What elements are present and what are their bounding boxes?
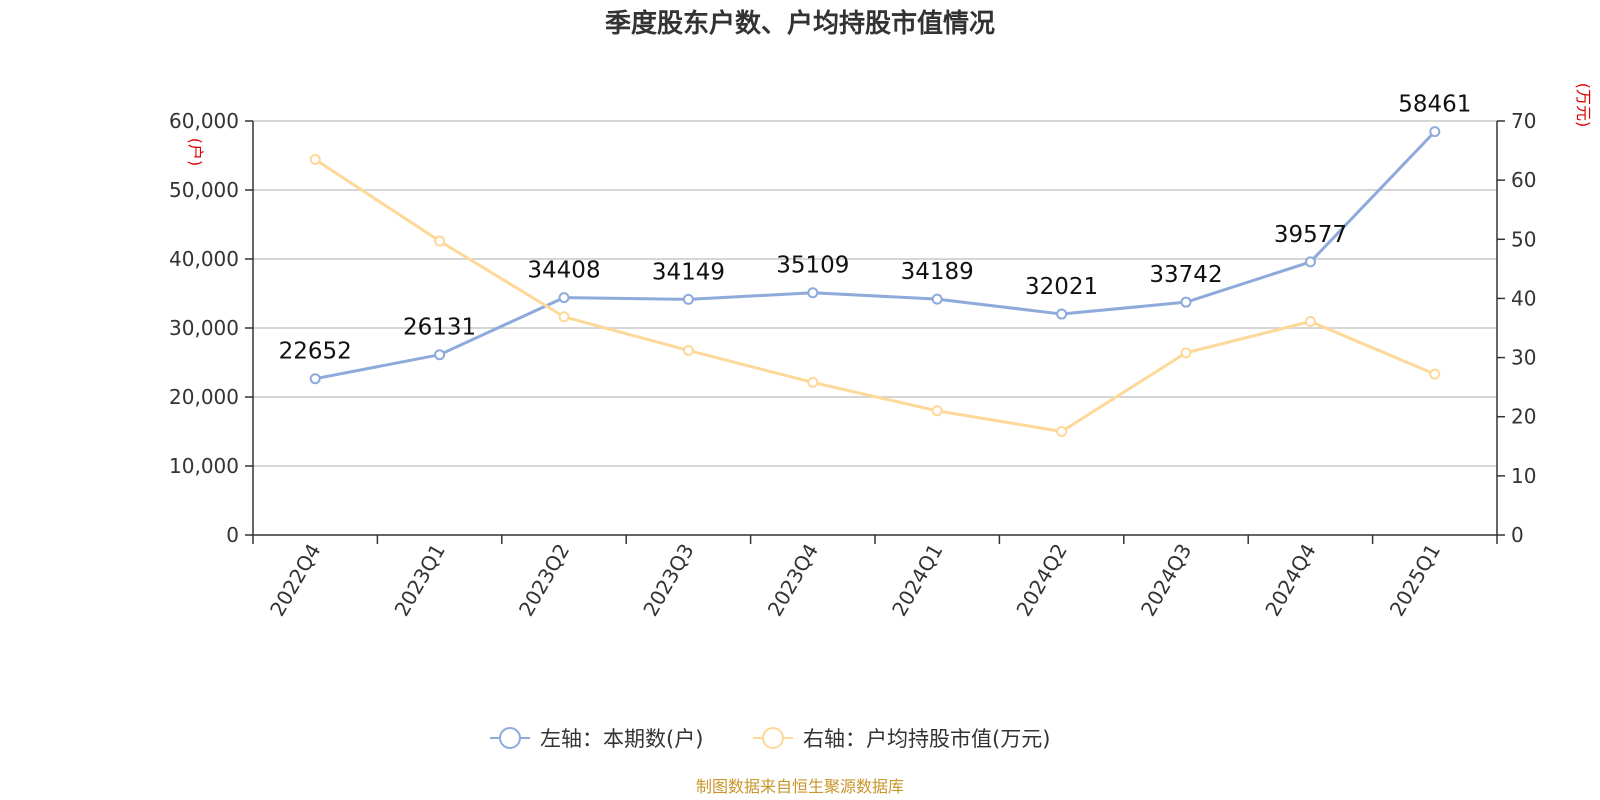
x-axis-tick-label: 2023Q2 [514, 540, 574, 621]
left-axis-tick-label: 50,000 [169, 178, 239, 202]
data-point-avg-value [434, 235, 446, 247]
data-point-households [309, 373, 321, 385]
data-label-households: 34149 [652, 259, 725, 285]
data-point-avg-value [682, 344, 694, 356]
source-note: 制图数据来自恒生聚源数据库 [696, 777, 904, 796]
x-axis-tick-label: 2023Q1 [389, 540, 449, 621]
legend-marker-households [499, 727, 521, 749]
data-label-households: 33742 [1149, 262, 1222, 288]
legend-label-avg-value: 右轴：户均持股市值(万元) [803, 727, 1050, 751]
x-axis-tick-label: 2023Q4 [763, 540, 823, 621]
data-label-households: 34408 [527, 258, 600, 284]
right-axis-tick-label: 30 [1511, 346, 1536, 370]
right-axis-tick-label: 40 [1511, 286, 1536, 310]
data-point-avg-value [1056, 426, 1068, 437]
x-axis-tick-label: 2023Q3 [638, 540, 698, 621]
data-point-avg-value [1304, 315, 1316, 327]
data-point-households [682, 293, 694, 305]
data-point-households [1180, 296, 1192, 308]
data-point-households [434, 349, 446, 361]
x-axis-tick-label: 2024Q4 [1260, 540, 1320, 621]
data-point-households [1304, 256, 1316, 268]
data-point-avg-value [1429, 368, 1441, 380]
data-point-households [1056, 308, 1068, 320]
grid [253, 120, 1497, 467]
x-axis-tick-label: 2024Q3 [1136, 540, 1196, 621]
data-point-households [558, 292, 570, 304]
legend[interactable]: 左轴：本期数(户) 右轴：户均持股市值(万元) [490, 727, 1050, 751]
x-axis-tick-label: 2024Q2 [1011, 540, 1071, 621]
axes: 0 10,000 20,000 30,000 40,000 50,000 60,000 0 10… [169, 109, 1536, 620]
x-axis-tick-label: 2022Q4 [265, 540, 325, 621]
right-axis-unit: (万元) [1574, 83, 1593, 128]
data-label-households: 39577 [1274, 222, 1347, 248]
data-point-households [807, 287, 819, 299]
left-axis-unit: (户) [186, 138, 205, 167]
legend-item-households[interactable]: 左轴：本期数(户) [490, 727, 703, 751]
data-point-avg-value [807, 376, 819, 388]
chart-title: 季度股东户数、户均持股市值情况 [605, 8, 995, 39]
data-point-avg-value [309, 153, 321, 165]
x-axis-tick-label: 2024Q1 [887, 540, 947, 621]
right-axis-tick-label: 0 [1511, 523, 1524, 547]
data-label-households: 35109 [776, 253, 849, 279]
data-point-avg-value [558, 311, 570, 323]
right-axis-tick-label: 60 [1511, 168, 1536, 192]
data-label-households: 34189 [901, 259, 974, 285]
data-label-households: 32021 [1025, 274, 1098, 300]
legend-item-avg-value[interactable]: 右轴：户均持股市值(万元) [753, 727, 1050, 751]
legend-marker-avg-value [762, 727, 784, 749]
left-axis-tick-label: 0 [226, 523, 239, 547]
data-point-households [1429, 126, 1441, 138]
series-line-households [314, 130, 1436, 381]
left-axis-tick-label: 10,000 [169, 454, 239, 478]
series-line-avg-value [314, 158, 1436, 433]
data-label-households: 22652 [279, 339, 352, 365]
data-label-households: 58461 [1398, 92, 1471, 118]
data-point-avg-value [931, 405, 943, 417]
x-axis-tick-label: 2025Q1 [1385, 540, 1445, 621]
left-axis-tick-label: 40,000 [169, 247, 239, 271]
left-axis-tick-label: 60,000 [169, 109, 239, 133]
left-axis-tick-label: 20,000 [169, 385, 239, 409]
right-axis-tick-label: 50 [1511, 227, 1536, 251]
data-point-households [931, 293, 943, 305]
right-axis-tick-label: 70 [1511, 109, 1536, 133]
data-label-households: 26131 [403, 315, 476, 341]
legend-label-households: 左轴：本期数(户) [540, 727, 703, 751]
series-layer: 22652 26131 34408 34149 35109 34189 32021 33742… [279, 92, 1471, 437]
right-axis-tick-label: 20 [1511, 405, 1536, 429]
left-axis-tick-label: 30,000 [169, 316, 239, 340]
right-axis-tick-label: 10 [1511, 464, 1536, 488]
data-point-avg-value [1180, 347, 1192, 359]
